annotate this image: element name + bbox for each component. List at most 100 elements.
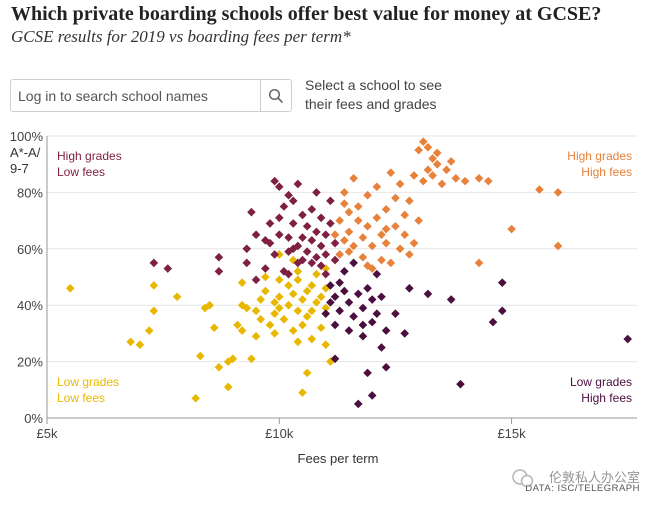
data-point-high-grades-high-fees [363, 190, 372, 200]
search-input[interactable] [12, 81, 261, 110]
data-points [65, 137, 633, 409]
data-point-low-grades-high-fees [358, 303, 368, 313]
data-point-high-grades-high-fees [409, 238, 419, 248]
watermark-icon-bubble-small [520, 474, 534, 488]
data-point-high-grades-high-fees [381, 224, 391, 234]
quadrant-label: High fees [581, 165, 632, 179]
data-point-high-grades-high-fees [386, 258, 396, 268]
data-point-high-grades-high-fees [367, 241, 377, 251]
data-point-low-grades-high-fees [497, 278, 507, 287]
quadrant-label: Low fees [57, 391, 105, 405]
data-point-low-grades-high-fees [381, 326, 391, 335]
data-point-high-grades-high-fees [409, 171, 419, 180]
chart-labels: A*-A/9-7 Fees per term High grades Low fees… [10, 145, 640, 494]
data-point-high-grades-high-fees [377, 230, 386, 239]
data-point-low-grades-low-fees [298, 388, 307, 397]
data-point-low-grades-high-fees [353, 399, 363, 409]
data-point-high-grades-low-fees [149, 258, 159, 268]
data-point-high-grades-low-fees [270, 176, 279, 186]
axes: 0% 20% 40% 60% 80% 100% £5k £10k £15k [10, 129, 637, 441]
data-point-low-grades-low-fees [274, 303, 284, 313]
data-point-high-grades-low-fees [321, 269, 331, 279]
data-point-high-grades-high-fees [367, 264, 377, 273]
data-point-high-grades-high-fees [442, 165, 451, 175]
data-point-high-grades-low-fees [270, 250, 279, 259]
data-point-high-grades-low-fees [274, 182, 284, 192]
data-point-high-grades-low-fees [321, 230, 331, 239]
chart-title: Which private boarding schools offer bes… [11, 3, 602, 25]
data-point-high-grades-high-fees [428, 154, 437, 163]
data-point-high-grades-high-fees [353, 202, 363, 211]
data-point-high-grades-high-fees [535, 185, 544, 194]
data-point-high-grades-high-fees [400, 230, 410, 239]
data-point-low-grades-high-fees [456, 379, 465, 389]
data-point-high-grades-high-fees [437, 179, 447, 189]
data-point-high-grades-high-fees [330, 230, 340, 239]
data-point-high-grades-low-fees [279, 267, 289, 276]
data-point-high-grades-low-fees [274, 230, 284, 239]
data-point-low-grades-low-fees [288, 255, 298, 265]
data-point-low-grades-high-fees [340, 267, 349, 276]
data-point-high-grades-low-fees [251, 275, 261, 285]
data-point-high-grades-high-fees [344, 247, 354, 256]
data-point-low-grades-high-fees [335, 278, 344, 287]
search-button[interactable] [260, 80, 291, 111]
data-point-high-grades-low-fees [265, 238, 275, 248]
data-point-high-grades-high-fees [381, 238, 391, 248]
data-point-low-grades-low-fees [191, 393, 200, 403]
y-tick-label: 0% [24, 411, 43, 426]
data-point-high-grades-high-fees [395, 179, 405, 189]
data-point-high-grades-high-fees [460, 176, 470, 186]
data-point-high-grades-low-fees [293, 179, 303, 189]
data-point-low-grades-high-fees [367, 295, 377, 304]
data-point-high-grades-low-fees [298, 233, 307, 242]
data-point-high-grades-high-fees [340, 236, 349, 245]
data-point-high-grades-high-fees [507, 224, 516, 234]
search-hint: Select a school to see their fees and gr… [305, 77, 442, 112]
data-point-high-grades-high-fees [400, 210, 410, 220]
data-point-high-grades-high-fees [451, 174, 461, 183]
data-point-low-grades-low-fees [321, 303, 331, 313]
data-point-high-grades-low-fees [316, 213, 326, 223]
data-point-low-grades-low-fees [149, 281, 159, 290]
data-point-low-grades-low-fees [265, 320, 275, 330]
y-tick-label: 100% [10, 129, 44, 144]
data-point-high-grades-high-fees [363, 221, 372, 231]
data-point-low-grades-high-fees [358, 331, 368, 341]
data-point-low-grades-low-fees [316, 323, 326, 333]
data-point-low-grades-low-fees [316, 292, 326, 302]
data-point-low-grades-high-fees [330, 354, 340, 364]
quadrant-label: Low fees [57, 165, 105, 179]
y-axis-label: 9-7 [10, 161, 29, 176]
data-point-low-grades-low-fees [237, 300, 247, 310]
data-point-low-grades-high-fees [363, 283, 372, 293]
data-point-high-grades-high-fees [446, 157, 456, 166]
data-point-high-grades-low-fees [307, 236, 317, 245]
data-point-high-grades-high-fees [553, 188, 563, 197]
data-point-low-grades-low-fees [302, 368, 312, 378]
quadrant-label: High grades [57, 149, 122, 163]
data-point-high-grades-low-fees [279, 202, 289, 211]
data-point-low-grades-high-fees [423, 289, 433, 299]
data-point-high-grades-low-fees [316, 241, 326, 251]
data-point-low-grades-low-fees [228, 354, 238, 364]
data-point-low-grades-high-fees [377, 343, 386, 352]
data-point-high-grades-high-fees [414, 216, 423, 225]
data-point-high-grades-low-fees [242, 244, 252, 254]
data-point-low-grades-low-fees [135, 340, 145, 349]
data-point-low-grades-high-fees [363, 368, 372, 378]
data-point-low-grades-high-fees [349, 312, 358, 321]
data-point-low-grades-low-fees [321, 283, 331, 293]
data-point-low-grades-high-fees [405, 283, 414, 293]
data-point-low-grades-high-fees [372, 309, 382, 318]
grid-lines [47, 135, 637, 363]
data-point-low-grades-low-fees [307, 334, 317, 344]
source-credit: DATA: ISC/TELEGRAPH [525, 483, 640, 494]
data-point-low-grades-high-fees [335, 306, 344, 316]
y-tick-label: 40% [17, 298, 43, 313]
data-point-low-grades-low-fees [302, 286, 312, 296]
data-point-low-grades-low-fees [298, 295, 307, 304]
y-tick-label: 60% [17, 242, 43, 257]
data-point-low-grades-high-fees [326, 298, 335, 307]
